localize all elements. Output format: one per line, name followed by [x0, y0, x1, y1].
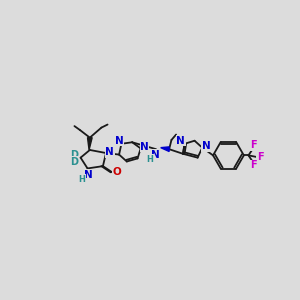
Text: H: H — [79, 175, 86, 184]
Text: F: F — [250, 160, 257, 170]
Text: N: N — [140, 142, 149, 152]
Text: N: N — [84, 169, 93, 180]
Text: D: D — [70, 150, 78, 160]
Text: F: F — [250, 140, 257, 150]
Text: D: D — [70, 157, 78, 166]
Text: N: N — [106, 147, 114, 157]
Text: N: N — [176, 136, 185, 146]
Text: N: N — [202, 141, 211, 151]
Text: H: H — [146, 155, 153, 164]
Text: N: N — [115, 136, 124, 146]
Text: F: F — [257, 152, 263, 162]
Polygon shape — [88, 138, 92, 150]
Text: N: N — [151, 150, 160, 160]
Polygon shape — [161, 147, 169, 152]
Text: O: O — [112, 167, 121, 177]
